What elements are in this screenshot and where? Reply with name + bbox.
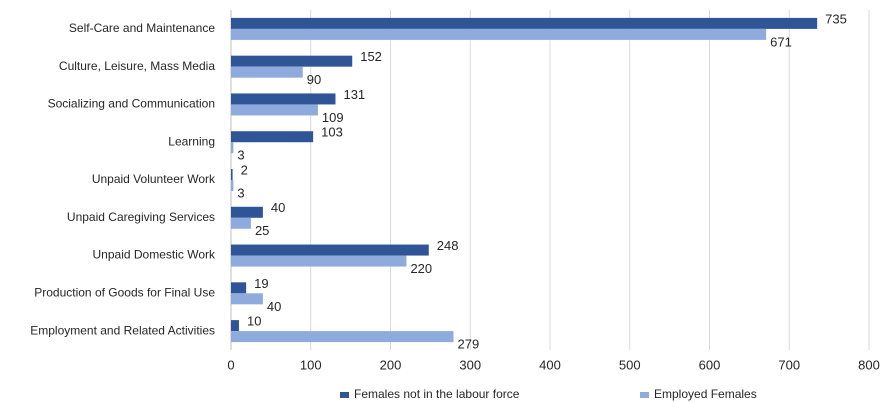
y-tick-label: Socializing and Communication bbox=[48, 97, 215, 111]
data-label: 25 bbox=[255, 223, 269, 238]
y-tick-label: Self-Care and Maintenance bbox=[69, 21, 215, 35]
y-tick-label: Unpaid Domestic Work bbox=[93, 248, 216, 262]
data-label: 3 bbox=[237, 148, 244, 163]
bar bbox=[231, 28, 767, 40]
data-label: 19 bbox=[254, 276, 268, 291]
x-tick-label: 200 bbox=[380, 357, 402, 372]
data-label: 220 bbox=[410, 261, 432, 276]
bar bbox=[231, 131, 314, 143]
legend-swatch bbox=[640, 392, 649, 398]
x-tick-label: 500 bbox=[619, 357, 641, 372]
bar bbox=[231, 217, 251, 229]
y-tick-label: Learning bbox=[168, 134, 215, 148]
bar bbox=[231, 66, 303, 78]
bar bbox=[231, 104, 318, 116]
bar bbox=[231, 244, 429, 256]
data-label: 109 bbox=[322, 110, 344, 125]
bar bbox=[231, 55, 353, 67]
legend-swatch bbox=[340, 392, 349, 398]
data-label: 40 bbox=[271, 200, 285, 215]
bar bbox=[231, 17, 818, 29]
y-tick-label: Culture, Leisure, Mass Media bbox=[59, 59, 215, 73]
bar bbox=[231, 180, 234, 191]
x-tick-label: 800 bbox=[858, 357, 880, 372]
data-label: 2 bbox=[241, 162, 248, 177]
data-label: 90 bbox=[307, 72, 321, 87]
y-tick-label: Production of Goods for Final Use bbox=[34, 286, 215, 300]
legend-label: Females not in the labour force bbox=[354, 387, 520, 401]
data-label: 40 bbox=[267, 299, 281, 314]
data-label: 735 bbox=[825, 11, 847, 26]
bar bbox=[231, 142, 234, 154]
bar bbox=[231, 93, 336, 105]
legend-label: Employed Females bbox=[654, 387, 757, 401]
data-label: 248 bbox=[437, 238, 459, 253]
y-tick-label: Unpaid Volunteer Work bbox=[92, 172, 216, 186]
x-tick-label: 300 bbox=[459, 357, 481, 372]
data-label: 103 bbox=[321, 125, 343, 140]
x-tick-label: 600 bbox=[699, 357, 721, 372]
x-tick-label: 0 bbox=[227, 357, 234, 372]
data-label: 152 bbox=[360, 49, 382, 64]
y-tick-label: Unpaid Caregiving Services bbox=[67, 210, 215, 224]
data-label: 131 bbox=[343, 87, 365, 102]
bar bbox=[231, 169, 233, 180]
bar bbox=[231, 206, 263, 218]
y-tick-label: Employment and Related Activities bbox=[30, 323, 215, 337]
bar bbox=[231, 255, 407, 267]
bar bbox=[231, 282, 247, 294]
bar bbox=[231, 320, 239, 332]
bar bbox=[231, 331, 454, 343]
data-label: 3 bbox=[237, 185, 244, 200]
data-label: 10 bbox=[247, 314, 261, 329]
x-tick-label: 700 bbox=[778, 357, 800, 372]
x-tick-label: 400 bbox=[539, 357, 561, 372]
bar bbox=[231, 293, 263, 305]
data-label: 671 bbox=[770, 34, 792, 49]
data-label: 279 bbox=[458, 337, 480, 352]
x-tick-label: 100 bbox=[300, 357, 322, 372]
